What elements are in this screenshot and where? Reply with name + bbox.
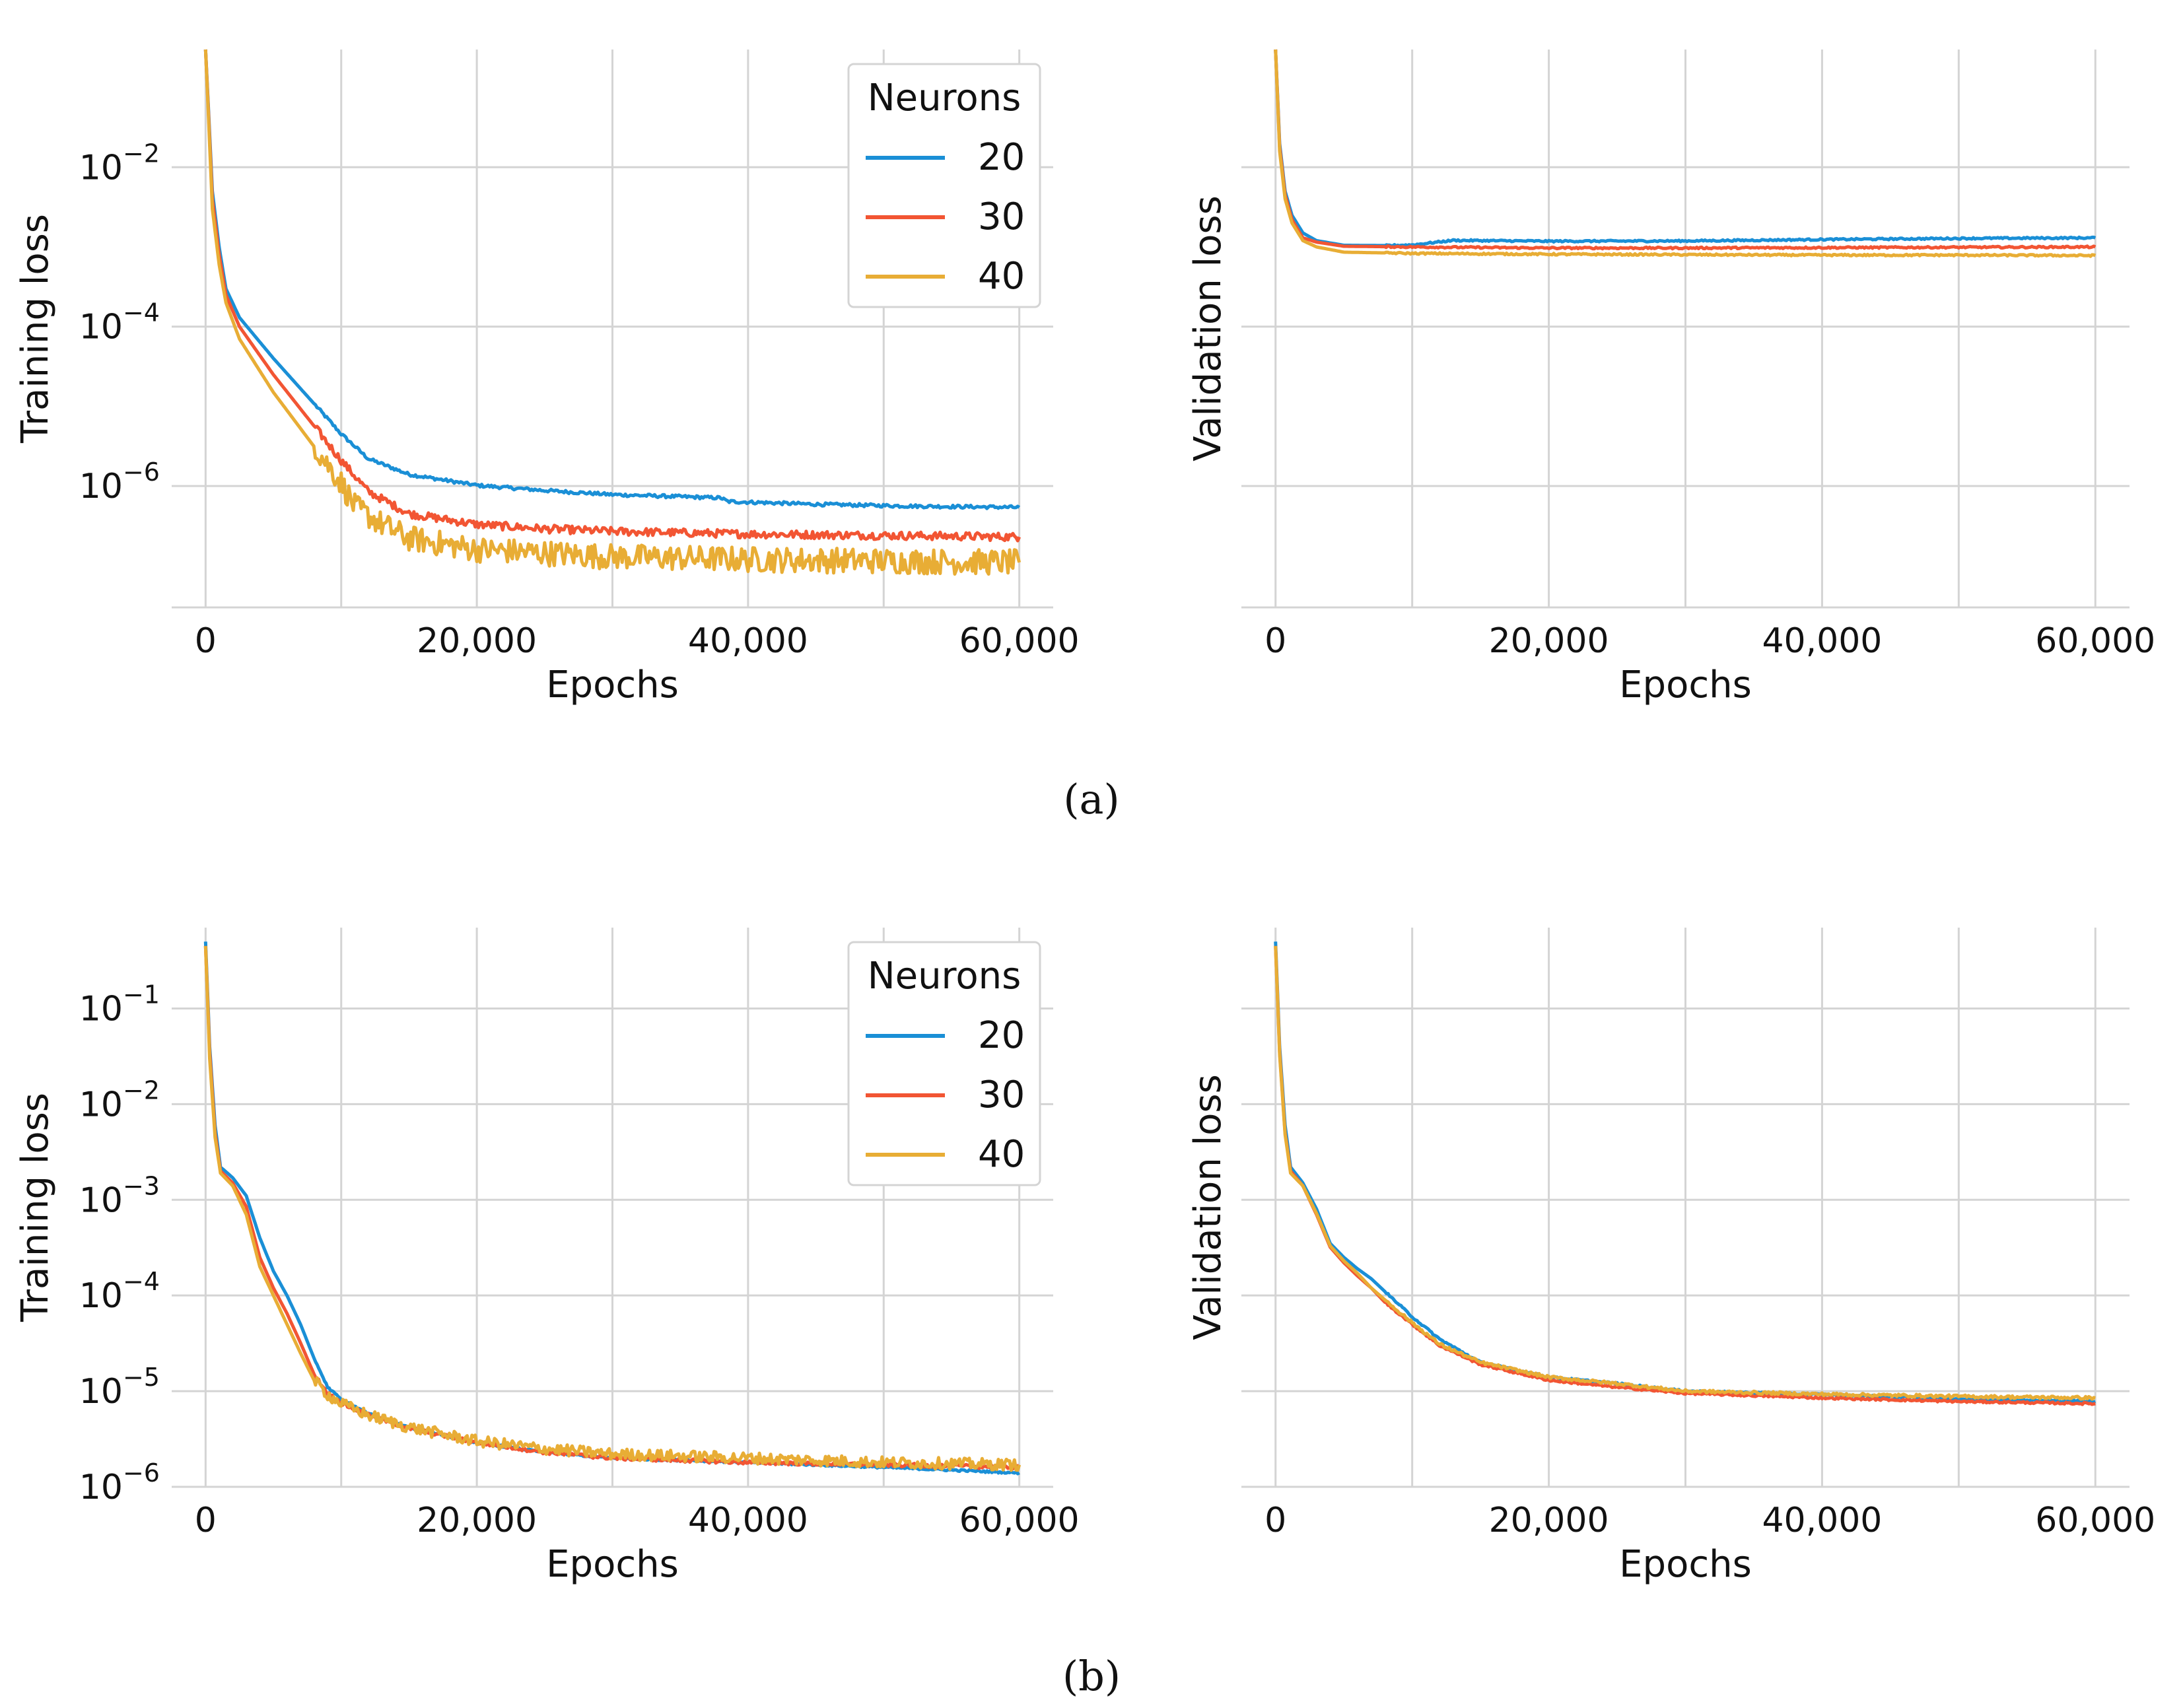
y-tick-label: 10−1 [79,980,160,1029]
series-line-30 [1274,49,2096,251]
x-tick-label: 20,000 [1489,1501,1609,1540]
x-tick-label: 0 [195,1501,217,1540]
y-tick-label: 10−4 [79,298,160,347]
x-tick-label: 60,000 [959,1501,1080,1540]
panel-b-val: 0 20,000 40,000 60,000 Epochs Validation loss [1187,928,2155,1586]
x-tick-label: 40,000 [688,621,808,661]
x-axis-label: Epochs [546,1543,679,1586]
x-tick-label: 20,000 [417,1501,537,1540]
y-axis-label: Validation loss [1187,195,1230,461]
y-tick-label: 10−2 [79,139,160,188]
series-line-40 [203,945,1022,1472]
y-tick-label: 10−6 [79,1458,160,1507]
y-tick-label: 10−5 [79,1363,160,1412]
legend-box [847,63,1041,308]
y-tick-label: 10−2 [79,1076,160,1124]
y-axis-label: Validation loss [1187,1074,1230,1340]
y-tick-label: 10−6 [79,458,160,506]
x-tick-label: 20,000 [1489,621,1609,661]
y-axis-label: Training loss [14,214,57,444]
legend-title: Neurons [868,77,1022,120]
x-tick-label: 40,000 [1762,1501,1882,1540]
legend-label-20: 20 [978,1014,1025,1057]
panel-label-b: (b) [1062,1652,1121,1700]
legend-label-40: 40 [978,1133,1025,1176]
series-line-20 [203,49,1021,510]
x-axis-label: Epochs [1619,1543,1752,1586]
series-line-40 [203,49,1022,576]
x-tick-label: 60,000 [2035,1501,2155,1540]
panel-b-train: 0 20,000 40,000 60,000 10−1 10−2 10−3 10−4 10−5 1… [14,928,1080,1586]
x-tick-label: 20,000 [417,621,537,661]
legend: Neurons 20 30 40 [847,941,1041,1186]
panel-label-a: (a) [1063,775,1119,823]
legend: Neurons 20 30 40 [847,63,1041,308]
x-tick-label: 60,000 [2035,621,2155,661]
series-line-40 [1274,945,2096,1401]
legend-box [847,941,1041,1186]
x-tick-label: 0 [1265,1501,1286,1540]
legend-label-30: 30 [978,1074,1025,1116]
x-tick-label: 40,000 [688,1501,808,1540]
legend-title: Neurons [868,955,1022,998]
series-line-40 [1274,49,2096,258]
legend-label-30: 30 [978,195,1025,238]
x-tick-label: 0 [1265,621,1286,661]
panel-a-train: 0 20,000 40,000 60,000 10−2 10−4 10−6 Epochs Tra… [14,49,1080,706]
y-tick-label: 10−4 [79,1267,160,1316]
panel-a-val: 0 20,000 40,000 60,000 Epochs Validation loss [1187,49,2155,706]
y-axis-label: Training loss [14,1093,57,1322]
series-line-20 [1274,49,2096,248]
legend-label-20: 20 [978,136,1025,179]
x-tick-label: 0 [195,621,217,661]
series-line-30 [203,49,1021,543]
x-tick-label: 40,000 [1762,621,1882,661]
x-axis-label: Epochs [546,664,679,706]
y-tick-label: 10−3 [79,1171,160,1220]
x-tick-label: 60,000 [959,621,1080,661]
x-axis-label: Epochs [1619,664,1752,706]
legend-label-40: 40 [978,255,1025,298]
